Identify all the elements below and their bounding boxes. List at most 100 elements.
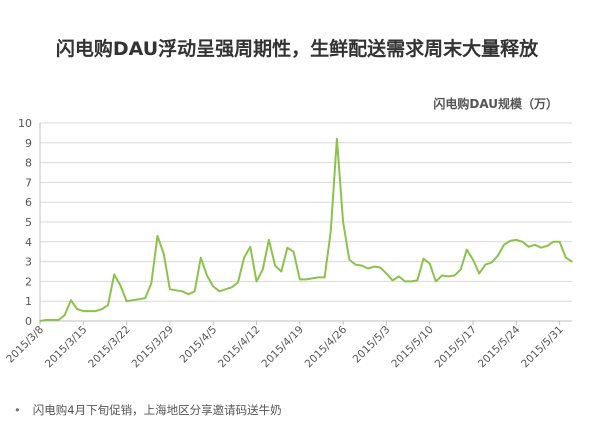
- footnote: • 闪电购4月下旬促销，上海地区分享邀请码送牛奶: [14, 402, 282, 418]
- footnote-bullet: •: [14, 403, 21, 417]
- data-point: [249, 245, 252, 248]
- data-point: [88, 310, 91, 312]
- data-point: [268, 239, 270, 241]
- data-point: [453, 274, 456, 277]
- data-point: [200, 256, 202, 259]
- data-point: [156, 235, 159, 237]
- y-tick-label: 3: [25, 256, 32, 269]
- data-point: [558, 241, 561, 243]
- data-point: [280, 270, 283, 273]
- x-tick-label: 2015/5/24: [476, 323, 523, 370]
- data-point: [515, 239, 518, 241]
- y-tick-label: 10: [18, 117, 32, 130]
- data-point: [397, 275, 400, 278]
- x-tick-label: 2015/5/10: [389, 324, 436, 371]
- data-point: [131, 299, 134, 302]
- data-point: [552, 241, 555, 243]
- data-point: [101, 308, 103, 310]
- gridlines: [40, 122, 572, 302]
- data-point: [527, 245, 530, 248]
- data-point: [466, 248, 468, 251]
- data-point: [385, 272, 388, 275]
- x-tick-label: 2015/3/29: [129, 324, 176, 371]
- data-point: [565, 256, 567, 259]
- data-point: [329, 231, 332, 233]
- data-point: [323, 276, 326, 279]
- data-point: [218, 290, 221, 293]
- data-point: [150, 282, 153, 285]
- data-point: [162, 252, 165, 255]
- data-point: [441, 274, 443, 277]
- data-point: [472, 258, 474, 261]
- data-point: [45, 319, 47, 321]
- data-point: [509, 240, 511, 242]
- y-tick-label: 5: [25, 216, 32, 229]
- data-point: [416, 279, 419, 282]
- data-point: [348, 258, 351, 261]
- data-point: [311, 277, 313, 280]
- x-tick-label: 2015/3/8: [4, 324, 46, 366]
- data-point: [63, 314, 66, 316]
- data-point: [404, 280, 406, 283]
- dau-series-line: [39, 137, 573, 322]
- data-point: [496, 254, 499, 257]
- data-point: [534, 243, 536, 246]
- data-point: [410, 280, 412, 283]
- data-point: [360, 264, 363, 267]
- y-tick-label: 0: [25, 315, 32, 328]
- data-point: [230, 286, 233, 289]
- data-point: [391, 279, 394, 282]
- data-point: [107, 304, 109, 306]
- y-tick-label: 7: [25, 176, 32, 189]
- data-point: [286, 246, 289, 249]
- data-point: [478, 272, 481, 275]
- x-tick-label: 2015/5/3: [351, 324, 393, 366]
- data-point: [459, 268, 462, 271]
- data-point: [484, 263, 487, 266]
- x-tick-label: 2015/4/5: [177, 324, 219, 366]
- data-point: [379, 266, 382, 269]
- data-point: [255, 280, 258, 283]
- x-tick-label: 2015/3/15: [43, 324, 90, 371]
- y-axis-ticks: 0 1 2 3 4 5 6 7 8 9 10: [18, 117, 32, 328]
- data-point: [540, 246, 542, 249]
- data-point: [169, 288, 171, 291]
- data-point: [317, 276, 320, 279]
- data-point: [367, 267, 369, 270]
- footnote-text: 闪电购4月下旬促销，上海地区分享邀请码送牛奶: [32, 403, 282, 417]
- data-point: [336, 138, 338, 140]
- y-tick-label: 1: [25, 295, 32, 308]
- data-point: [503, 243, 505, 246]
- y-tick-label: 8: [25, 157, 32, 170]
- data-point: [292, 250, 295, 253]
- y-tick-label: 9: [25, 137, 32, 150]
- data-point: [373, 265, 375, 268]
- data-point: [342, 221, 344, 223]
- data-point: [57, 319, 60, 321]
- x-tick-label: 2015/5/31: [519, 324, 566, 371]
- data-point: [305, 278, 307, 281]
- data-point: [82, 310, 85, 312]
- data-point: [113, 273, 116, 276]
- y-tick-label: 2: [25, 275, 32, 288]
- chart-title: 闪电购DAU浮动呈强周期性，生鲜配送需求周末大量释放: [55, 38, 539, 60]
- data-point: [175, 289, 177, 292]
- data-point: [138, 298, 140, 301]
- data-point: [144, 297, 146, 300]
- data-point: [243, 256, 245, 259]
- data-point: [39, 320, 41, 322]
- data-point: [94, 310, 97, 312]
- x-tick-label: 2015/3/22: [86, 324, 133, 371]
- data-point: [521, 241, 524, 243]
- data-point: [422, 257, 425, 260]
- x-tick-label: 2015/4/26: [303, 323, 350, 370]
- y-tick-label: 6: [25, 196, 32, 209]
- data-point: [206, 274, 208, 277]
- data-point: [51, 319, 54, 321]
- data-point: [299, 278, 301, 281]
- data-point: [435, 280, 437, 283]
- data-point: [274, 264, 276, 267]
- data-point: [546, 244, 549, 247]
- data-point: [237, 281, 239, 284]
